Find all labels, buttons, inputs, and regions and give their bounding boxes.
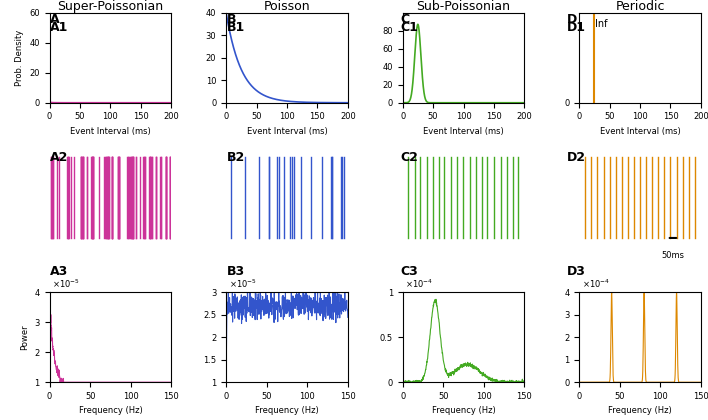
Text: D2: D2 <box>566 151 586 164</box>
Text: B2: B2 <box>227 151 245 164</box>
Text: $\times10^{-5}$: $\times10^{-5}$ <box>52 277 80 289</box>
Text: D3: D3 <box>566 265 586 278</box>
X-axis label: Frequency (Hz): Frequency (Hz) <box>79 407 142 415</box>
Text: D: D <box>566 13 576 26</box>
Text: B3: B3 <box>227 265 245 278</box>
X-axis label: Event Interval (ms): Event Interval (ms) <box>70 127 151 136</box>
Text: C2: C2 <box>400 151 418 164</box>
Text: D1: D1 <box>566 21 586 34</box>
Text: Inf: Inf <box>595 19 607 29</box>
Text: B1: B1 <box>227 21 245 34</box>
X-axis label: Frequency (Hz): Frequency (Hz) <box>432 407 496 415</box>
Y-axis label: Prob. Density: Prob. Density <box>15 29 23 86</box>
Title: Poisson: Poisson <box>263 0 310 13</box>
X-axis label: Frequency (Hz): Frequency (Hz) <box>255 407 319 415</box>
Text: C: C <box>400 13 409 26</box>
Text: 50ms: 50ms <box>661 252 685 260</box>
Title: Periodic: Periodic <box>615 0 665 13</box>
Text: $\times10^{-5}$: $\times10^{-5}$ <box>229 277 256 289</box>
Text: C1: C1 <box>400 21 418 34</box>
X-axis label: Event Interval (ms): Event Interval (ms) <box>423 127 504 136</box>
Text: $\times10^{-4}$: $\times10^{-4}$ <box>405 277 433 289</box>
Text: B: B <box>227 13 236 26</box>
Text: A3: A3 <box>50 265 68 278</box>
X-axis label: Event Interval (ms): Event Interval (ms) <box>600 127 680 136</box>
X-axis label: Event Interval (ms): Event Interval (ms) <box>246 127 327 136</box>
Text: C3: C3 <box>400 265 418 278</box>
Title: Super-Poissonian: Super-Poissonian <box>57 0 164 13</box>
Text: A2: A2 <box>50 151 68 164</box>
Y-axis label: Power: Power <box>20 324 29 350</box>
Text: A: A <box>50 13 59 26</box>
X-axis label: Frequency (Hz): Frequency (Hz) <box>608 407 672 415</box>
Text: $\times10^{-4}$: $\times10^{-4}$ <box>581 277 610 289</box>
Text: A1: A1 <box>50 21 68 34</box>
Title: Sub-Poissonian: Sub-Poissonian <box>416 0 510 13</box>
